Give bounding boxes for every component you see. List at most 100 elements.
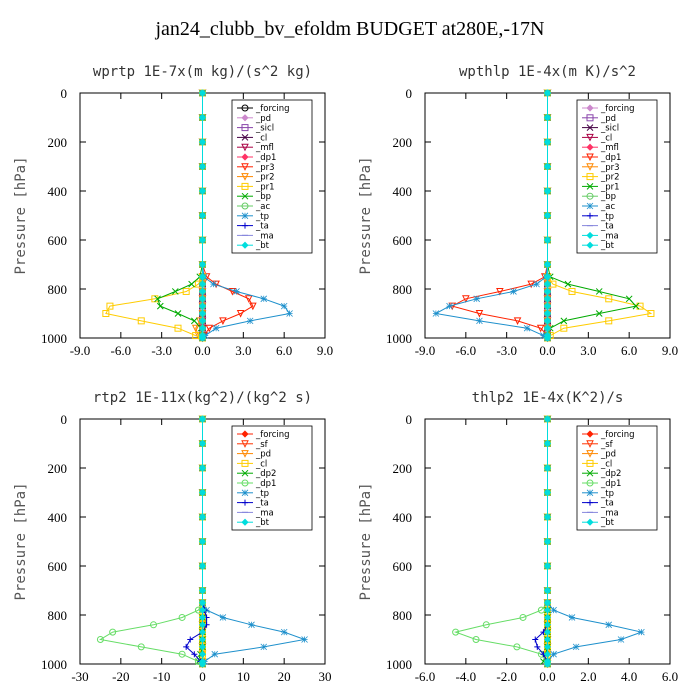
data-point: [560, 317, 568, 325]
legend-label: _sicl: [600, 124, 619, 134]
legend-label: _ta: [255, 499, 269, 509]
data-point: [543, 89, 552, 97]
legend-marker: [586, 163, 594, 171]
data-point: [198, 317, 207, 325]
legend-marker: [241, 479, 249, 487]
legend-label: _tp: [255, 489, 269, 499]
legend-marker: [241, 163, 249, 171]
data-point: [198, 236, 207, 244]
series-bt: [543, 415, 552, 668]
x-tick-label: -9.0: [70, 343, 91, 358]
data-point: [198, 621, 207, 629]
legend-label: _forcing: [600, 104, 635, 114]
legend-label: _forcing: [600, 430, 635, 440]
legend-marker: [586, 183, 594, 190]
data-point: [198, 280, 207, 288]
legend-label: _ta: [600, 499, 614, 509]
data-point: [452, 628, 460, 636]
series-line: [434, 93, 548, 339]
x-tick-label: 0.0: [539, 669, 555, 684]
legend-label: _sicl: [255, 124, 274, 134]
data-point: [543, 211, 552, 220]
legend-label: _ma: [600, 231, 619, 241]
legend-label: _pr3: [255, 163, 275, 173]
data-point: [280, 302, 288, 310]
legend-marker: [242, 499, 248, 506]
x-tick-label: 9.0: [317, 343, 333, 358]
legend-label: _mfl: [600, 143, 619, 153]
legend-label: _ma: [255, 231, 274, 241]
series-line: [156, 93, 203, 338]
data-point: [106, 302, 114, 310]
data-point: [543, 613, 552, 622]
data-point: [543, 138, 552, 146]
data-point: [109, 628, 117, 636]
y-tick-label: 800: [48, 282, 68, 297]
legend-marker: [241, 114, 249, 122]
data-point: [137, 643, 145, 651]
legend-marker: [586, 231, 594, 239]
data-point: [543, 606, 552, 614]
legend-label: _dp1: [600, 479, 621, 489]
legend-label: _dp1: [255, 153, 276, 163]
data-point: [191, 651, 198, 658]
legend-marker: [241, 104, 249, 112]
data-point: [605, 621, 613, 629]
data-point: [432, 310, 440, 317]
legend-label: _pr2: [600, 173, 620, 183]
x-tick-label: -6.0: [456, 343, 477, 358]
legend-label: _forcing: [255, 104, 290, 114]
data-point: [188, 280, 195, 288]
y-axis-label: Pressure [hPa]: [13, 156, 29, 274]
data-point: [183, 643, 190, 650]
data-point: [568, 287, 576, 295]
data-point: [543, 317, 552, 325]
legend-marker: [586, 479, 594, 487]
data-point: [473, 295, 481, 303]
legend-marker: [586, 459, 594, 467]
legend-label: _sf: [600, 440, 614, 450]
data-point: [198, 162, 207, 171]
x-tick-label: 30: [319, 669, 332, 684]
data-point: [543, 309, 552, 318]
legend-label: _sf: [255, 440, 269, 450]
data-point: [543, 324, 552, 332]
data-point: [543, 295, 552, 303]
legend-marker: [241, 173, 249, 181]
data-point: [636, 302, 644, 310]
legend-marker: [586, 104, 594, 112]
data-point: [210, 280, 217, 288]
data-point: [519, 613, 527, 621]
data-point: [475, 310, 484, 318]
x-tick-label: 0: [199, 669, 206, 684]
data-point: [543, 562, 552, 570]
data-point: [543, 643, 552, 651]
data-point: [625, 295, 633, 303]
data-point: [156, 302, 164, 310]
data-point: [638, 628, 645, 636]
legend-marker: [587, 499, 593, 506]
x-tick-label: -6.0: [415, 669, 436, 684]
legend-marker: [586, 450, 594, 458]
legend-marker: [241, 134, 249, 141]
legend-marker: [586, 192, 594, 200]
data-point: [564, 280, 572, 288]
data-point: [198, 464, 207, 472]
chart-title: rtp2 1E-11x(kg^2)/(kg^2 s): [93, 390, 312, 406]
data-point: [233, 288, 240, 295]
data-point: [543, 537, 552, 546]
x-tick-label: 6.0: [621, 343, 637, 358]
data-point: [536, 324, 545, 333]
legend-label: _mfl: [255, 143, 274, 153]
data-point: [236, 310, 245, 318]
chart-panel-4: thlp2 1E-4x(K^2)/s -6.0 -4.0 -2.0 0.0 2.0 4.0 6…: [358, 390, 678, 684]
x-tick-label: 10: [237, 669, 250, 684]
data-point: [198, 187, 207, 195]
y-tick-label: 0: [406, 86, 413, 101]
data-point: [192, 332, 200, 340]
series-line: [453, 419, 548, 664]
data-point: [198, 138, 207, 146]
x-tick-label: -4.0: [456, 669, 477, 684]
data-point: [543, 621, 552, 629]
